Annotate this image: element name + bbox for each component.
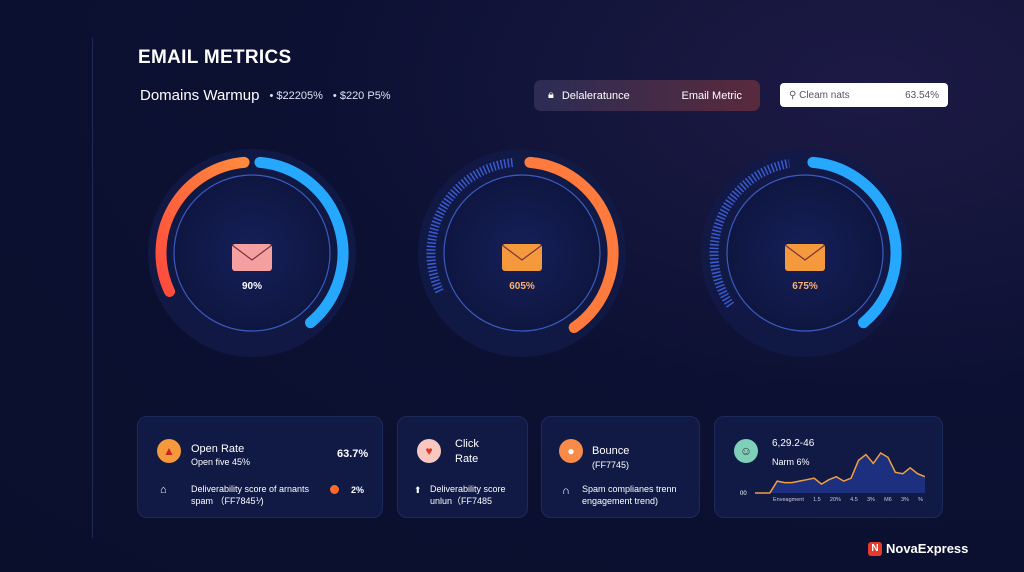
x-tick: 20%	[829, 497, 841, 503]
envelope-flap	[501, 244, 543, 261]
pill-right-label[interactable]: Email Metric	[681, 89, 742, 102]
envelope-flap	[784, 244, 826, 261]
warning-icon: ▲	[157, 439, 181, 463]
gauge-arc	[426, 157, 515, 294]
gauge-value: 675%	[792, 281, 818, 292]
pill-left-label: Delaleratunce	[561, 89, 630, 102]
page-title: EMAIL METRICS	[138, 47, 292, 68]
x-tick: 4.5	[850, 497, 858, 503]
meta-1: $22205%	[276, 89, 323, 102]
card-value-2: 2%	[351, 485, 365, 495]
gauge-arc	[524, 156, 619, 334]
card-sub: Open five 45%	[191, 457, 251, 467]
meta-2: $220 P5%	[339, 89, 391, 102]
gauge-arc	[807, 156, 902, 329]
x-tick: %	[918, 497, 923, 503]
gauge-value: 90%	[242, 281, 262, 292]
trend-sub: Narm 6%	[772, 457, 810, 467]
gauge-value: 605%	[509, 281, 535, 292]
search-icon: ⚲	[789, 89, 797, 101]
subtitle-row: Domains Warmup • $22205% • $220 P5%	[140, 87, 391, 104]
balloon-icon: ●	[559, 439, 583, 463]
open-rate-card[interactable]: ▲ Open Rate Open five 45% 63.7% ⌂ Delive…	[137, 416, 383, 518]
card-value: 63.7%	[337, 448, 369, 460]
brand-logo: N NovaExpress	[868, 541, 968, 556]
trend-title: 6,29.2-46	[772, 438, 815, 449]
lock-icon: ∩	[562, 485, 570, 497]
card-detail: Spam complianes trenn engagement trend)	[582, 484, 677, 506]
envelope-icon	[232, 244, 272, 271]
gauges: 90% 605% 675%	[148, 149, 909, 357]
y-tick: 00	[740, 491, 747, 497]
gauge-arc	[155, 156, 250, 297]
click-rate-card[interactable]: ♥ Click Rate ⬆ Deliverability score unlun（…	[397, 416, 528, 518]
x-tick: 3%	[900, 497, 909, 503]
card-title: Click Rate	[455, 438, 479, 465]
card-detail: Deliverability score of arnants spam （FF7…	[191, 484, 310, 506]
subtitle: Domains Warmup	[140, 87, 260, 104]
x-axis-labels: Enveagment 1.5 20% 4.5 3% M6 3%%	[773, 497, 923, 503]
x-tick: 1.5	[813, 497, 821, 503]
status-dot	[330, 485, 339, 494]
x-tick: Enveagment	[773, 497, 804, 503]
search-input[interactable]: ⚲ Cleam nats 63.54%	[780, 83, 948, 107]
divider	[92, 38, 93, 538]
heart-icon: ♥	[417, 439, 441, 463]
x-tick: M6	[884, 497, 892, 503]
search-placeholder: Cleam nats	[799, 89, 850, 101]
trend-card[interactable]: ☺ 6,29.2-46 Narm 6% 00 Enveagment 1.5 20% 4…	[714, 416, 943, 518]
lock-icon: 🔒︎	[548, 89, 554, 101]
home-icon: ⌂	[160, 484, 167, 496]
gauge-arc	[709, 158, 790, 308]
trend-chart	[755, 451, 925, 494]
arrow-up-icon: ⬆	[414, 485, 422, 495]
x-tick: 3%	[866, 497, 875, 503]
card-title: Bounce (FF7745)	[592, 445, 630, 470]
avatar: ☺	[734, 439, 758, 463]
envelope-icon	[502, 244, 542, 271]
search-value: 63.54%	[905, 89, 939, 101]
gauge-arc	[254, 156, 349, 329]
envelope-icon	[785, 244, 825, 271]
envelope-flap	[231, 244, 273, 261]
card-title: Open Rate	[191, 443, 245, 455]
metric-switch[interactable]: 🔒︎ Delaleratunce Email Metric	[534, 80, 760, 111]
bounce-card[interactable]: ● Bounce (FF7745) ∩ Spam complianes trenn…	[541, 416, 700, 518]
card-detail: Deliverability score unlun（FF7485	[430, 484, 506, 506]
